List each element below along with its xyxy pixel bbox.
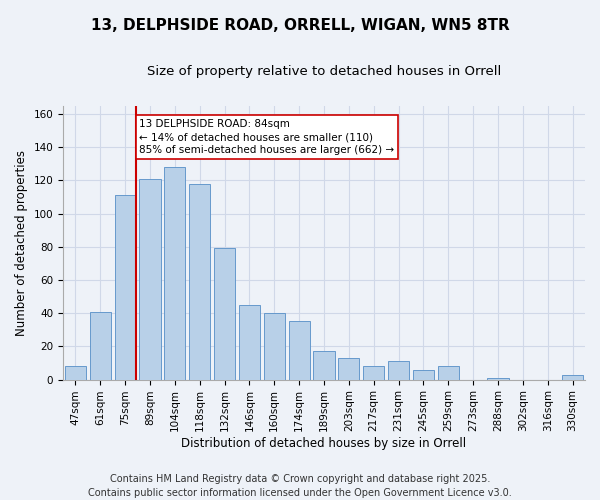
Bar — [388, 362, 409, 380]
Bar — [289, 322, 310, 380]
Bar — [214, 248, 235, 380]
Text: 13 DELPHSIDE ROAD: 84sqm
← 14% of detached houses are smaller (110)
85% of semi-: 13 DELPHSIDE ROAD: 84sqm ← 14% of detach… — [139, 119, 395, 155]
Bar — [189, 184, 210, 380]
X-axis label: Distribution of detached houses by size in Orrell: Distribution of detached houses by size … — [181, 437, 467, 450]
Bar — [139, 178, 161, 380]
Bar — [90, 312, 111, 380]
Bar — [239, 305, 260, 380]
Bar — [115, 195, 136, 380]
Bar — [313, 352, 335, 380]
Text: 13, DELPHSIDE ROAD, ORRELL, WIGAN, WN5 8TR: 13, DELPHSIDE ROAD, ORRELL, WIGAN, WN5 8… — [91, 18, 509, 32]
Bar — [487, 378, 509, 380]
Bar — [164, 167, 185, 380]
Bar — [562, 374, 583, 380]
Bar — [264, 313, 285, 380]
Bar — [65, 366, 86, 380]
Bar — [438, 366, 459, 380]
Bar — [363, 366, 384, 380]
Y-axis label: Number of detached properties: Number of detached properties — [15, 150, 28, 336]
Text: Contains HM Land Registry data © Crown copyright and database right 2025.
Contai: Contains HM Land Registry data © Crown c… — [88, 474, 512, 498]
Title: Size of property relative to detached houses in Orrell: Size of property relative to detached ho… — [147, 65, 501, 78]
Bar — [338, 358, 359, 380]
Bar — [413, 370, 434, 380]
